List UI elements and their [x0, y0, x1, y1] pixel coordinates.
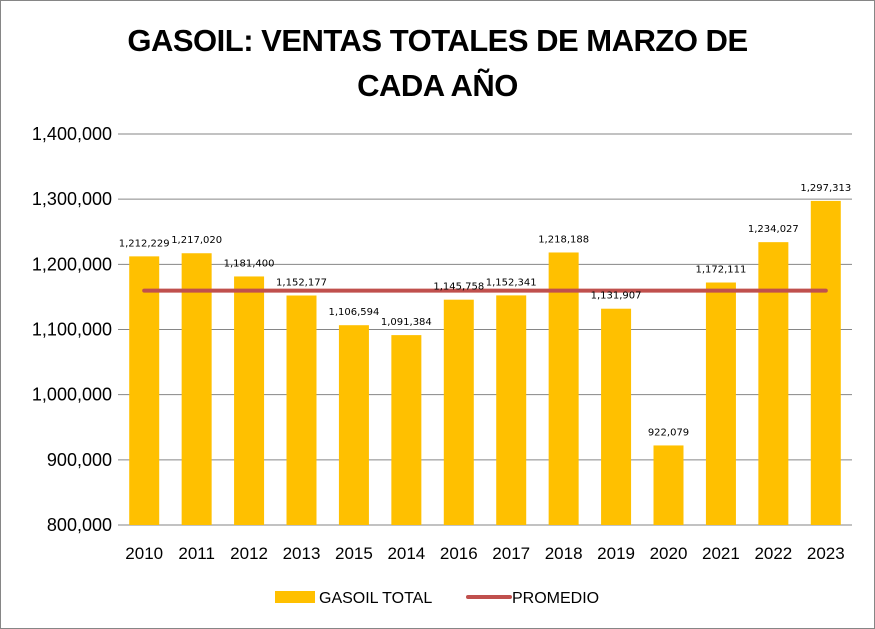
bar-2016	[443, 299, 474, 525]
y-tick-label: 900,000	[47, 450, 112, 470]
legend-swatch-gasoil-total	[275, 591, 315, 603]
bars	[129, 200, 841, 526]
x-tick-label: 2018	[545, 544, 583, 563]
data-label-2015: 1,106,594	[328, 307, 379, 318]
y-tick-label: 1,100,000	[32, 320, 112, 340]
data-label-2011: 1,217,020	[171, 235, 222, 246]
x-tick-label: 2023	[807, 544, 845, 563]
y-axis-ticks: 800,000 900,000 1,000,000 1,100,000 1,200,00…	[32, 124, 112, 535]
x-tick-label: 2020	[650, 544, 688, 563]
data-label-2022: 1,234,027	[748, 224, 799, 235]
bar-2012	[234, 276, 265, 525]
data-label-2016: 1,145,758	[433, 282, 484, 293]
x-tick-label: 2017	[492, 544, 530, 563]
data-label-2021: 1,172,111	[695, 265, 746, 276]
data-label-2023: 1,297,313	[800, 183, 851, 194]
y-tick-label: 1,000,000	[32, 385, 112, 405]
x-tick-label: 2014	[387, 544, 425, 563]
data-label-2018: 1,218,188	[538, 234, 589, 245]
x-axis-ticks: 2010 2011 2012 2013 2015 2014 2016 2017 2018 2019…	[125, 544, 844, 563]
data-label-2019: 1,131,907	[591, 291, 642, 302]
data-label-2020: 922,079	[648, 427, 689, 438]
bar-2023	[810, 200, 841, 525]
bar-2017	[496, 295, 527, 525]
bar-2022	[758, 242, 789, 526]
data-label-2013: 1,152,177	[276, 277, 327, 288]
bar-2014	[391, 335, 422, 525]
x-tick-label: 2015	[335, 544, 373, 563]
bar-2018	[548, 252, 579, 525]
bar-2011	[181, 253, 212, 525]
bar-2010	[129, 256, 160, 525]
legend-label-promedio: PROMEDIO	[512, 590, 599, 607]
bar-2013	[286, 295, 317, 525]
data-label-2014: 1,091,384	[381, 317, 432, 328]
x-tick-label: 2013	[283, 544, 321, 563]
data-label-2017: 1,152,341	[486, 277, 537, 288]
chart-title-line-2: CADA AÑO	[357, 68, 518, 103]
legend: GASOIL TOTAL PROMEDIO	[275, 590, 599, 607]
data-label-2012: 1,181,400	[224, 258, 275, 269]
bar-2015	[338, 325, 369, 525]
x-tick-label: 2012	[230, 544, 268, 563]
data-label-2010: 1,212,229	[119, 238, 170, 249]
chart-title: GASOIL: VENTAS TOTALES DE MARZO DE CADA …	[0, 18, 875, 108]
x-tick-label: 2019	[597, 544, 635, 563]
gridlines	[118, 133, 852, 526]
chart-title-line-1: GASOIL: VENTAS TOTALES DE MARZO DE	[127, 23, 748, 58]
x-tick-label: 2010	[125, 544, 163, 563]
x-tick-label: 2011	[178, 544, 215, 563]
bar-2019	[601, 308, 632, 525]
x-tick-label: 2022	[754, 544, 792, 563]
legend-label-gasoil-total: GASOIL TOTAL	[319, 590, 432, 607]
y-tick-label: 1,300,000	[32, 189, 112, 209]
x-tick-label: 2016	[440, 544, 478, 563]
y-tick-label: 800,000	[47, 515, 112, 535]
y-tick-label: 1,400,000	[32, 124, 112, 144]
y-tick-label: 1,200,000	[32, 254, 112, 274]
bar-2020	[653, 445, 684, 525]
bar-2021	[705, 282, 736, 525]
x-tick-label: 2021	[702, 544, 740, 563]
